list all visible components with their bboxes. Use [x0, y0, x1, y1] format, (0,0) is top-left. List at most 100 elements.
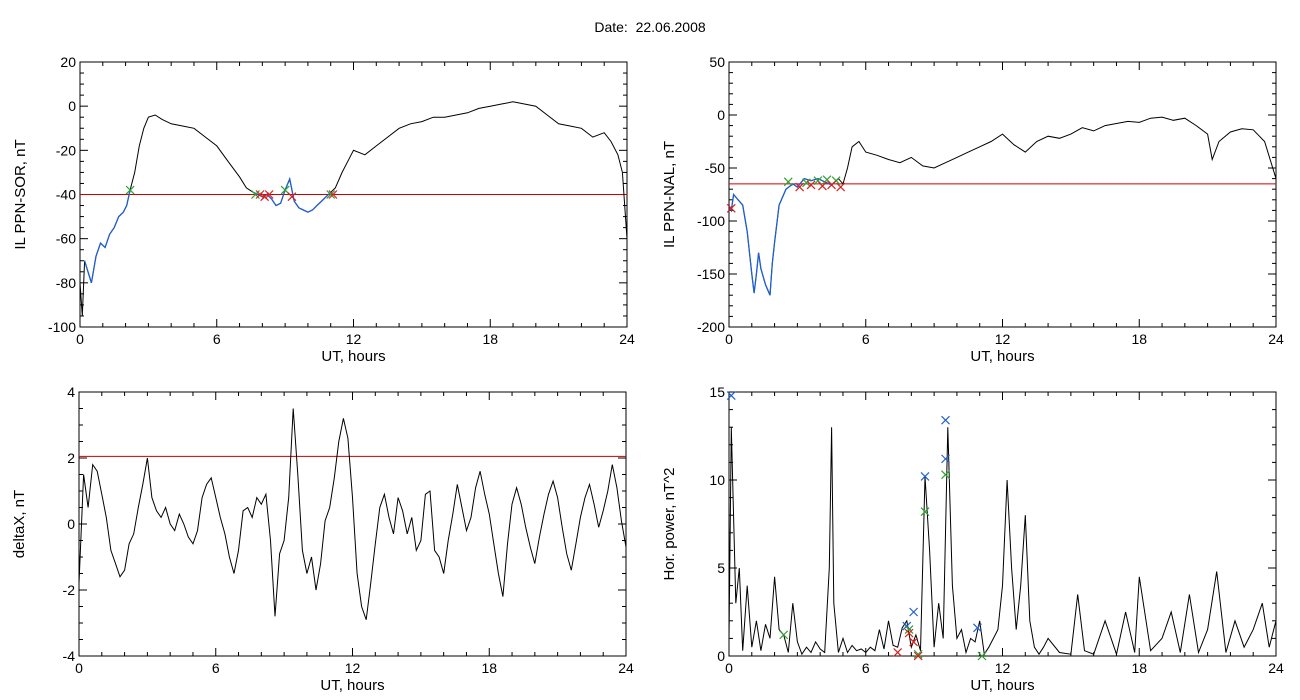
x-tick-label: 12 [346, 331, 362, 347]
plot-frame [78, 391, 627, 657]
x-tick-label: 0 [725, 660, 733, 676]
y-axis-label: IL PPN-NAL, nT [661, 141, 678, 248]
x-tick-label: 24 [619, 331, 635, 347]
marker-red [913, 651, 923, 661]
x-tick-label: 12 [995, 331, 1011, 347]
figure-title: Date: 22.06.2008 [594, 19, 706, 35]
y-axis-label: IL PPN-SOR, nT [12, 139, 29, 249]
plot-frame [728, 391, 1277, 657]
marker-green [941, 470, 950, 480]
marker-blue [941, 454, 950, 464]
marker-red [255, 190, 265, 199]
y-tick-label: -100 [697, 213, 725, 229]
x-tick-label: 0 [76, 331, 84, 347]
y-tick-label: 2 [67, 450, 75, 466]
highlight-segment [252, 176, 332, 213]
marker-red [328, 190, 338, 199]
marker-red [818, 181, 827, 191]
x-tick-label: 6 [213, 331, 221, 347]
x-tick-label: 24 [618, 660, 634, 676]
x-axis-label: UT, hours [970, 677, 1034, 694]
y-tick-label: 0 [68, 98, 76, 114]
marker-green [920, 507, 930, 517]
y-tick-label: -60 [56, 231, 76, 247]
x-tick-label: 18 [1131, 660, 1147, 676]
highlight-segment [83, 189, 131, 283]
marker-green [783, 177, 793, 187]
x-axis-label: UT, hours [320, 677, 384, 694]
y-tick-label: 4 [67, 384, 75, 400]
y-tick-label: 10 [709, 472, 725, 488]
marker-red [836, 182, 846, 192]
series-line [79, 408, 626, 620]
y-tick-label: 0 [67, 516, 75, 532]
marker-red [795, 182, 805, 192]
marker-blue [973, 623, 982, 633]
series-line [729, 116, 1276, 296]
x-tick-label: 18 [1131, 331, 1147, 347]
marker-green [280, 185, 290, 195]
plot-area [729, 116, 1276, 296]
marker-red [264, 190, 274, 199]
marker-red [893, 648, 903, 657]
y-tick-label: 0 [717, 107, 725, 123]
y-tick-label: -150 [697, 266, 725, 282]
y-tick-label: -2 [63, 582, 76, 598]
x-tick-label: 6 [212, 660, 220, 676]
x-axis-label: UT, hours [970, 348, 1034, 365]
y-tick-label: 5 [717, 560, 725, 576]
chart-panel-top-left: 0 6 12 18 24 -100 -80 -60 -40 -20 0 20 UT, hours IL P… [12, 54, 635, 365]
marker-blue [941, 415, 950, 425]
x-tick-label: 18 [481, 660, 497, 676]
x-tick-label: 0 [725, 331, 733, 347]
marker-red [287, 192, 297, 202]
x-tick-label: 18 [482, 331, 498, 347]
series-line [729, 427, 1276, 656]
y-tick-label: -100 [48, 319, 76, 335]
x-tick-label: 24 [1268, 660, 1284, 676]
y-tick-label: 0 [717, 648, 725, 664]
marker-green [977, 651, 987, 661]
marker-green [802, 178, 811, 188]
x-tick-label: 0 [75, 660, 83, 676]
marker-green [913, 649, 923, 659]
marker-green [326, 190, 336, 199]
marker-red [260, 192, 270, 202]
plot-area [729, 427, 1276, 656]
plot-area [79, 408, 626, 620]
y-axis-label: Hor. power, nT^2 [661, 468, 678, 581]
marker-red [726, 203, 736, 213]
series-line [80, 101, 627, 317]
plot-area [80, 101, 627, 317]
y-tick-label: -200 [697, 319, 725, 335]
x-tick-label: 6 [862, 331, 870, 347]
y-tick-label: 20 [60, 54, 76, 70]
marker-green [125, 185, 135, 195]
y-axis-label: deltaX, nT [11, 490, 28, 558]
marker-blue [909, 607, 919, 617]
highlight-segment [729, 177, 839, 296]
x-axis-label: UT, hours [321, 348, 385, 365]
x-tick-label: 24 [1268, 331, 1284, 347]
marker-red [904, 628, 914, 638]
y-tick-label: 15 [709, 384, 725, 400]
marker-green [779, 630, 789, 640]
plot-frame [728, 61, 1277, 328]
x-tick-label: 6 [862, 660, 870, 676]
marker-red [827, 180, 836, 190]
marker-red [806, 180, 816, 190]
x-tick-label: 12 [995, 660, 1011, 676]
y-tick-label: -4 [63, 648, 76, 664]
marker-red [909, 637, 919, 647]
marker-blue [726, 391, 736, 400]
marker-blue [920, 472, 930, 481]
x-tick-label: 12 [345, 660, 361, 676]
y-tick-label: -50 [705, 160, 725, 176]
chart-panel-top-right: 0 6 12 18 24 -200 -150 -100 -50 0 50 UT, hours IL PP… [661, 54, 1284, 365]
chart-panel-bottom-right: 0 6 12 18 24 0 5 10 15 UT, hours Hor. power, nT^2 [661, 384, 1284, 694]
y-tick-label: -20 [56, 142, 76, 158]
marker-green [904, 625, 914, 635]
y-tick-label: 50 [709, 54, 725, 70]
